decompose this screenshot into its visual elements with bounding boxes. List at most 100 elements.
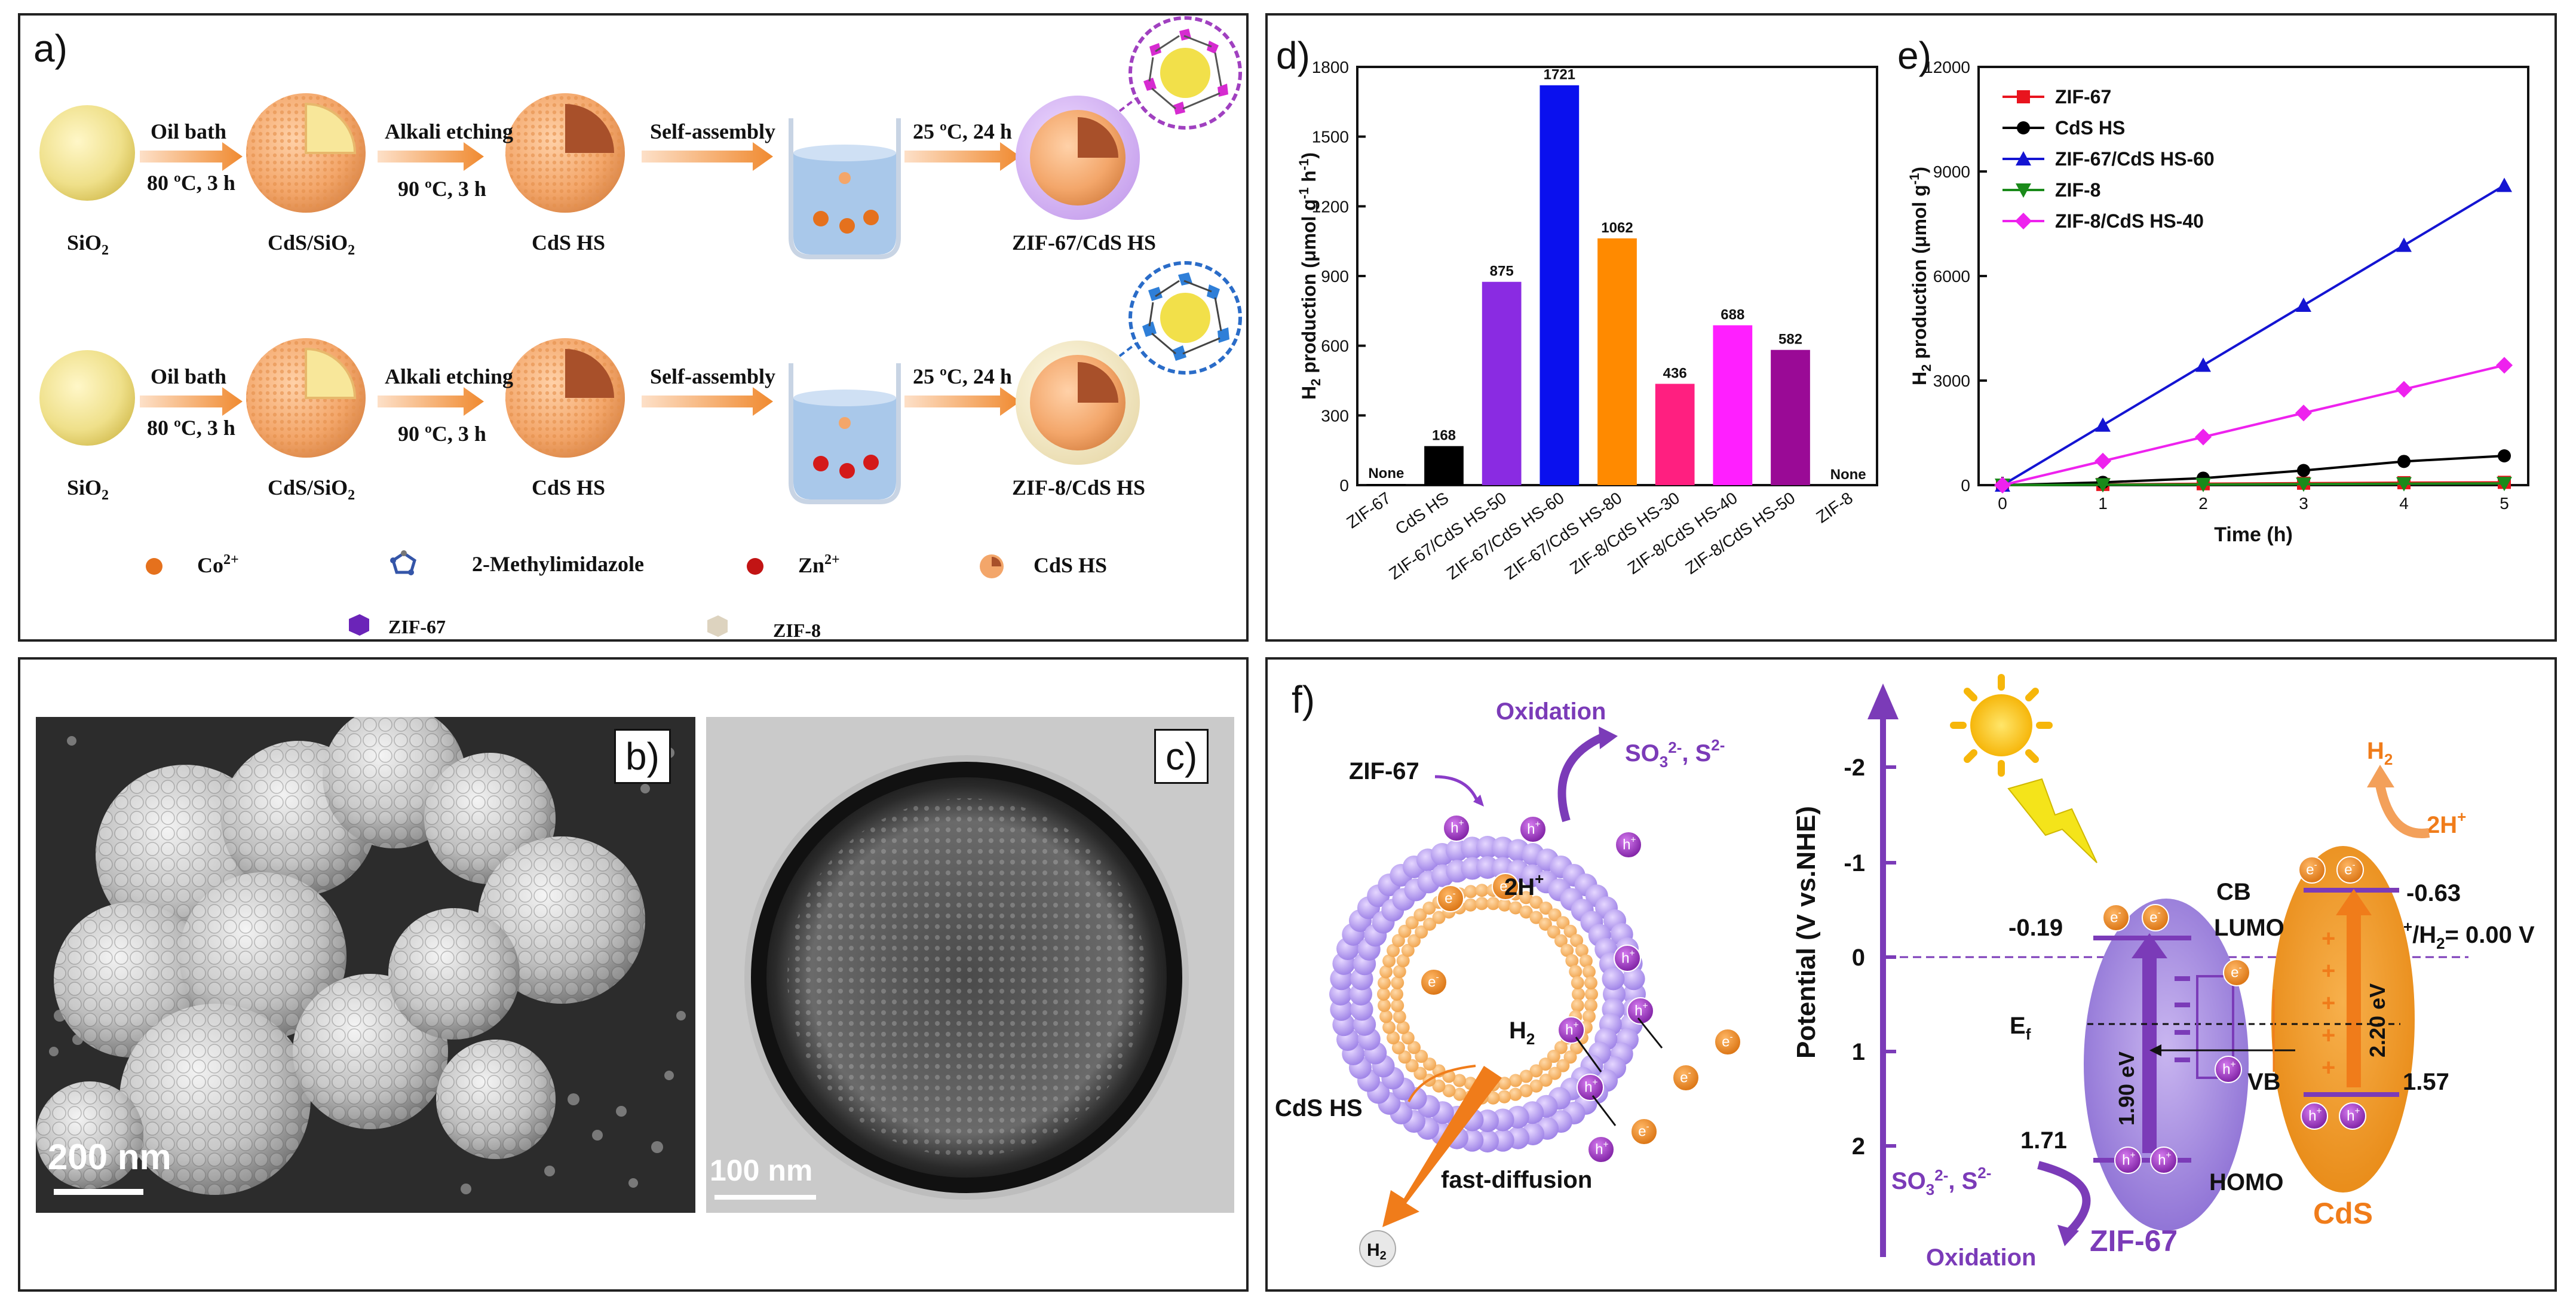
bar	[1655, 384, 1695, 485]
row1-product3-label: ZIF-67/CdS HS	[1012, 231, 1156, 255]
h2-evolution-arrow	[2375, 784, 2430, 838]
svg-text:e-: e-	[1680, 1068, 1691, 1086]
panel-d-label: d)	[1276, 34, 1310, 77]
potential-tick-label: 1	[1852, 1039, 1865, 1065]
legend-cds: CdS HS	[1034, 553, 1107, 577]
potential-tick-label: 2	[1852, 1133, 1865, 1160]
fermi-level-label: Ef	[2010, 1013, 2031, 1043]
legend-entry: ZIF-8/CdS HS-40	[2002, 210, 2204, 232]
arrow-icon	[378, 142, 484, 171]
electron-icon: e-	[1420, 968, 1448, 996]
hole-icon: h+	[2301, 1102, 2328, 1130]
hole-icon: h+	[2114, 1147, 2142, 1174]
hole-icon: h+	[2150, 1147, 2178, 1174]
sio2-sphere	[39, 350, 135, 446]
data-point	[2295, 404, 2312, 422]
svg-text:h+: h+	[2222, 1060, 2235, 1078]
series-zif-67-cds-hs-60	[1995, 177, 2512, 492]
potential-tick-label: 0	[1852, 945, 1865, 971]
row2-start-label: SiO2	[67, 476, 109, 503]
legend-zif67: ZIF-67	[388, 616, 446, 637]
svg-text:e-: e-	[2110, 908, 2121, 926]
svg-text:h+: h+	[1450, 819, 1464, 836]
svg-text:h+: h+	[2308, 1106, 2322, 1124]
potential-tick-label: -1	[1844, 850, 1865, 876]
panel-bc: 200 nm b) 100 nm c)	[18, 657, 1249, 1292]
sulfite-bottom-label: SO32-, S2-	[1891, 1164, 1991, 1198]
hole-icon: h+	[1627, 997, 1654, 1025]
methylimidazole-icon	[390, 550, 416, 575]
row1-start-label: SiO2	[67, 231, 109, 258]
h2-label: H2	[1509, 1017, 1535, 1048]
bar	[1597, 238, 1637, 485]
series-zif-8-cds-hs-40	[1994, 357, 2513, 493]
sem-image: 200 nm b)	[36, 717, 695, 1213]
data-point	[2497, 477, 2512, 492]
legend-label: ZIF-8/CdS HS-40	[2055, 210, 2204, 232]
cds-name: CdS	[2313, 1197, 2373, 1230]
bar-value-label: None	[1830, 467, 1866, 483]
y-tick-label: 12000	[1924, 58, 1970, 76]
row2-step1-top: Oil bath	[151, 364, 226, 388]
x-tick-label: 4	[2399, 494, 2409, 513]
svg-text:e-: e-	[2306, 860, 2317, 878]
data-point	[2195, 357, 2211, 372]
panel-b-label: b)	[614, 729, 671, 784]
y-tick-label: 9000	[1933, 163, 1970, 181]
svg-text:+: +	[2322, 1022, 2335, 1049]
panel-e-label: e)	[1897, 34, 1931, 77]
legend-co: Co2+	[197, 552, 239, 577]
electron-icon: e-	[1492, 873, 1519, 900]
lightning-icon	[2007, 778, 2097, 863]
x-axis-title: Time (h)	[2214, 523, 2293, 546]
zif67-cube-icon	[349, 614, 369, 636]
y-tick-label: 0	[1339, 476, 1349, 495]
oxidation-top-label: Oxidation	[1496, 698, 1606, 725]
sio2-sphere	[39, 105, 135, 201]
arrow-icon	[140, 142, 243, 171]
svg-text:h+: h+	[1527, 820, 1540, 838]
y-tick-label: 1500	[1312, 128, 1349, 146]
row1-step3-top: Self-assembly	[650, 119, 775, 143]
series-line	[2002, 482, 2505, 486]
cb-label: CB	[2216, 879, 2251, 905]
series-line	[2002, 364, 2505, 486]
row1-step1-bottom: 80 ºC, 3 h	[147, 171, 235, 195]
x-tick-label: 0	[1998, 494, 2007, 513]
y-tick-label: 1200	[1312, 197, 1349, 216]
data-point	[2095, 478, 2111, 493]
core-shell-schematic	[1329, 836, 1646, 1152]
electron-icon: e-	[2223, 959, 2250, 986]
y-tick-label: 300	[1321, 406, 1349, 425]
homo-label: HOMO	[2209, 1169, 2283, 1195]
fast-diffusion-arrow	[1382, 1066, 1502, 1227]
panel-a-label: a)	[33, 27, 68, 70]
electron-icon: e-	[1714, 1028, 1741, 1056]
panel-f-label: f)	[1292, 678, 1315, 721]
bar	[1366, 484, 1406, 485]
row1-product2-label: CdS HS	[532, 231, 605, 255]
svg-text:h+: h+	[1634, 1001, 1648, 1019]
legend-label: ZIF-67	[2055, 86, 2111, 108]
row2-step2-top: Alkali etching	[385, 364, 513, 388]
legend-entry: ZIF-8	[2002, 179, 2100, 201]
h2-bubble: H2	[1359, 1230, 1396, 1267]
svg-text:H2: H2	[1367, 1240, 1387, 1262]
data-point	[1994, 477, 2011, 493]
svg-text:h+: h+	[1623, 835, 1636, 853]
y-tick-label: 900	[1321, 267, 1349, 286]
svg-text:h+: h+	[2158, 1151, 2171, 1169]
sem-scale-label: 200 nm	[48, 1137, 171, 1177]
zif67-shell-ring	[1329, 836, 1646, 1152]
electron-icon: e-	[2336, 856, 2364, 884]
electron-icon: e-	[1630, 1118, 1658, 1145]
h-plus-h2-label: H+/H2= 0.00 V	[2386, 918, 2535, 952]
y-axis-title: H2 production (μmol g-1 h-1)	[1296, 152, 1323, 400]
data-point	[2396, 237, 2412, 252]
x-category-label: ZIF-8/CdS HS-50	[1682, 489, 1798, 578]
series-line	[2002, 455, 2505, 486]
data-point	[2498, 449, 2511, 462]
svg-text:+: +	[2322, 990, 2335, 1016]
svg-text:e-: e-	[1499, 877, 1511, 895]
